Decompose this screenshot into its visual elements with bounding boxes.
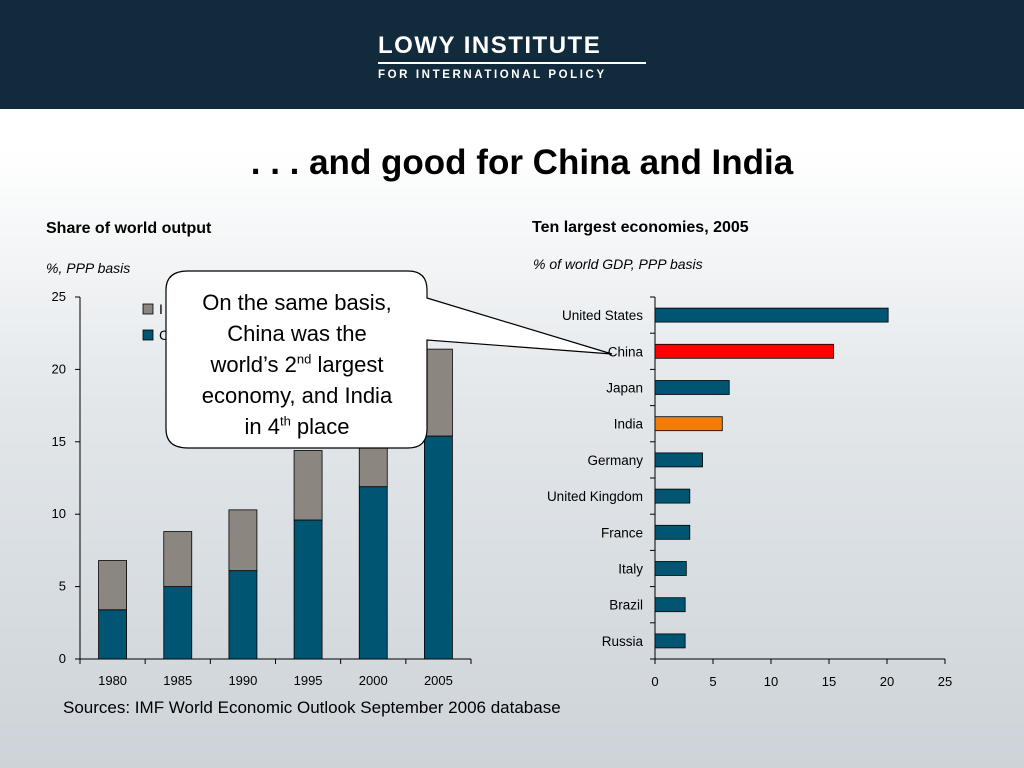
bar-france xyxy=(654,524,691,540)
callout-part: largest xyxy=(311,352,384,377)
x-tick-label: 2005 xyxy=(424,673,453,688)
y-tick-label: 5 xyxy=(59,579,66,594)
category-label: Japan xyxy=(606,381,643,396)
category-label: India xyxy=(614,417,644,432)
callout-part: world’s 2 xyxy=(210,352,297,377)
x-tick-label: 25 xyxy=(938,674,952,689)
x-tick-label: 1980 xyxy=(98,673,127,688)
y-tick-label: 15 xyxy=(52,434,66,449)
logo-title: LOWY INSTITUTE xyxy=(378,32,602,59)
bar-india-1985 xyxy=(163,531,193,587)
x-tick-label: 5 xyxy=(709,674,716,689)
left-chart-title: Share of world output xyxy=(46,220,212,237)
bar-brazil xyxy=(654,597,686,613)
bar-germany xyxy=(654,452,703,468)
x-tick-label: 0 xyxy=(651,674,658,689)
y-tick-label: 25 xyxy=(52,289,66,304)
category-label: Germany xyxy=(587,453,643,468)
x-tick-label: 1990 xyxy=(228,673,257,688)
slide-title: . . . and good for China and India xyxy=(250,143,794,182)
bar-japan xyxy=(654,380,730,395)
callout-superscript: th xyxy=(279,413,291,429)
legend-label-china: C xyxy=(159,327,169,343)
right-chart-title: Ten largest economies, 2005 xyxy=(532,219,749,236)
callout-line: world’s 2nd largest xyxy=(168,349,426,380)
bar-india-1995 xyxy=(293,450,323,521)
legend-label-india: I xyxy=(159,301,163,317)
x-tick-label: 15 xyxy=(822,674,836,689)
logo-subtitle: FOR INTERNATIONAL POLICY xyxy=(378,69,607,81)
x-tick-label: 20 xyxy=(880,674,894,689)
x-tick-label: 2000 xyxy=(359,673,388,688)
bar-united-states xyxy=(654,307,889,323)
x-tick-label: 10 xyxy=(764,674,778,689)
bar-india xyxy=(654,416,723,432)
callout-bubble xyxy=(165,270,613,449)
bar-china-1985 xyxy=(163,586,193,660)
y-tick-label: 20 xyxy=(52,361,66,376)
callout-line: in 4th place xyxy=(168,411,426,442)
bar-russia xyxy=(654,633,686,649)
bar-china-1995 xyxy=(293,519,323,660)
bar-china-1990 xyxy=(228,570,258,660)
category-label: Russia xyxy=(602,634,644,649)
category-label: France xyxy=(601,525,643,540)
callout-line: On the same basis, xyxy=(202,290,392,315)
bar-china-2005 xyxy=(424,435,453,660)
sources-note: Sources: IMF World Economic Outlook Sept… xyxy=(63,698,561,717)
category-label: Brazil xyxy=(609,598,643,613)
category-label: United Kingdom xyxy=(547,489,643,504)
callout-line: economy, and India xyxy=(201,383,393,408)
header-band: LOWY INSTITUTE FOR INTERNATIONAL POLICY xyxy=(0,0,1024,109)
bar-china-2000 xyxy=(358,486,388,660)
category-label: United States xyxy=(562,308,643,323)
bar-india-1980 xyxy=(98,560,127,611)
bar-united-kingdom xyxy=(654,488,691,504)
callout-part: in 4 xyxy=(244,414,280,439)
bar-italy xyxy=(654,561,687,576)
logo-divider xyxy=(378,62,646,64)
right-chart-subtitle: % of world GDP, PPP basis xyxy=(533,256,703,272)
left-chart-subtitle: %, PPP basis xyxy=(46,260,131,276)
callout-line: China was the xyxy=(227,321,367,346)
legend-swatch-india xyxy=(142,303,154,315)
x-tick-label: 1995 xyxy=(294,673,323,688)
bar-india-2005 xyxy=(424,348,453,437)
callout-superscript: nd xyxy=(296,351,312,367)
legend-swatch-china xyxy=(142,329,154,341)
bar-india-1990 xyxy=(228,509,258,572)
callout-part: place xyxy=(290,414,350,439)
y-tick-label: 0 xyxy=(59,651,66,666)
y-tick-label: 10 xyxy=(52,506,66,521)
category-label: China xyxy=(608,344,644,359)
category-label: Italy xyxy=(618,562,643,577)
callout-text: On the same basis, China was the world’s… xyxy=(168,287,426,442)
bar-china xyxy=(654,343,835,359)
bar-china-1980 xyxy=(98,609,127,660)
x-tick-label: 1985 xyxy=(163,673,192,688)
